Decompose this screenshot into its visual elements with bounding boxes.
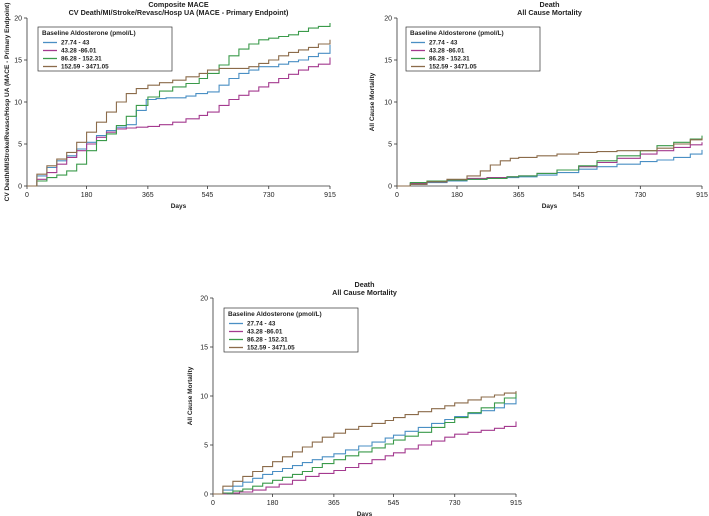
- x-tick-label: 365: [328, 500, 340, 507]
- y-tick-label: 15: [384, 58, 392, 65]
- y-tick-label: 5: [204, 443, 208, 450]
- y-axis-label: All Cause Mortality: [187, 366, 194, 425]
- y-axis-label: CV Death/MI/Stroke/Revasc/Hosp UA (MACE …: [4, 3, 11, 202]
- legend-entry: 43.28 -86.01: [61, 48, 97, 55]
- legend-box: [223, 307, 359, 353]
- series-line-4: [213, 391, 517, 495]
- y-tick-label: 0: [388, 184, 392, 191]
- series-line-4: [27, 39, 331, 187]
- chart-subtitle: All Cause Mortality: [517, 8, 582, 17]
- series-line-3: [27, 23, 331, 187]
- chart-title: Composite MACE: [148, 0, 209, 9]
- y-tick-label: 0: [204, 492, 208, 499]
- x-tick-label: 0: [211, 500, 215, 507]
- legend-entry: 86.28 - 152.31: [61, 56, 102, 63]
- legend-title: Baseline Aldosterone (pmol/L): [42, 30, 136, 37]
- legend-entry: 86.28 - 152.31: [247, 337, 288, 344]
- y-tick-label: 10: [14, 100, 22, 107]
- y-tick-label: 5: [388, 142, 392, 149]
- y-tick-label: 10: [200, 394, 208, 401]
- chart-title: Death: [355, 280, 375, 289]
- x-tick-label: 545: [388, 500, 400, 507]
- legend-title: Baseline Aldosterone (pmol/L): [410, 30, 504, 37]
- legend-entry: 27.74 - 43: [429, 40, 458, 47]
- legend-entry: 27.74 - 43: [61, 40, 90, 47]
- legend-entry: 86.28 - 152.31: [429, 56, 470, 63]
- x-axis-label: Days: [542, 203, 558, 210]
- series-line-3: [213, 393, 517, 495]
- x-tick-label: 180: [451, 192, 463, 199]
- series-line-2: [27, 57, 331, 187]
- x-tick-label: 545: [573, 192, 585, 199]
- legend: Baseline Aldosterone (pmol/L) 27.74 - 434…: [223, 307, 359, 353]
- series-line-3: [397, 135, 703, 187]
- y-axis-label: All Cause Mortality: [369, 72, 376, 131]
- legend: Baseline Aldosterone (pmol/L) 27.74 - 434…: [37, 26, 173, 72]
- series-line-2: [213, 421, 517, 495]
- x-tick-label: 0: [395, 192, 399, 199]
- legend-entry: 152.59 - 3471.05: [61, 64, 109, 71]
- x-tick-label: 915: [324, 192, 336, 199]
- y-tick-label: 20: [200, 296, 208, 303]
- series-line-4: [397, 138, 703, 187]
- legend: Baseline Aldosterone (pmol/L) 27.74 - 434…: [405, 26, 541, 72]
- legend-entry: 43.28 -86.01: [247, 329, 283, 336]
- x-tick-label: 730: [634, 192, 646, 199]
- y-tick-label: 20: [14, 16, 22, 23]
- legend-entry: 152.59 - 3471.05: [429, 64, 477, 71]
- x-tick-label: 730: [449, 500, 461, 507]
- legend-entry: 27.74 - 43: [247, 321, 276, 328]
- x-tick-label: 545: [202, 192, 214, 199]
- y-tick-label: 10: [384, 100, 392, 107]
- y-tick-label: 5: [18, 142, 22, 149]
- x-tick-label: 365: [142, 192, 154, 199]
- legend-title: Baseline Aldosterone (pmol/L): [228, 311, 322, 318]
- chart-subtitle: All Cause Mortality: [332, 288, 397, 297]
- legend-box: [405, 26, 541, 72]
- x-tick-label: 180: [267, 500, 279, 507]
- chart-subtitle: CV Death/MI/Stroke/Revasc/Hosp UA (MACE …: [69, 8, 289, 17]
- y-tick-label: 0: [18, 184, 22, 191]
- x-axis-label: Days: [357, 511, 373, 516]
- x-tick-label: 0: [25, 192, 29, 199]
- x-tick-label: 915: [696, 192, 708, 199]
- y-tick-label: 15: [14, 58, 22, 65]
- x-tick-label: 365: [513, 192, 525, 199]
- x-tick-label: 730: [263, 192, 275, 199]
- legend-entry: 152.59 - 3471.05: [247, 345, 295, 352]
- series-line-2: [397, 142, 703, 187]
- y-tick-label: 15: [200, 345, 208, 352]
- x-axis-label: Days: [171, 203, 187, 210]
- x-tick-label: 180: [81, 192, 93, 199]
- legend-entry: 43.28 -86.01: [429, 48, 465, 55]
- x-tick-label: 915: [510, 500, 522, 507]
- y-tick-label: 20: [384, 16, 392, 23]
- legend-box: [37, 26, 173, 72]
- chart-title: Death: [540, 0, 560, 9]
